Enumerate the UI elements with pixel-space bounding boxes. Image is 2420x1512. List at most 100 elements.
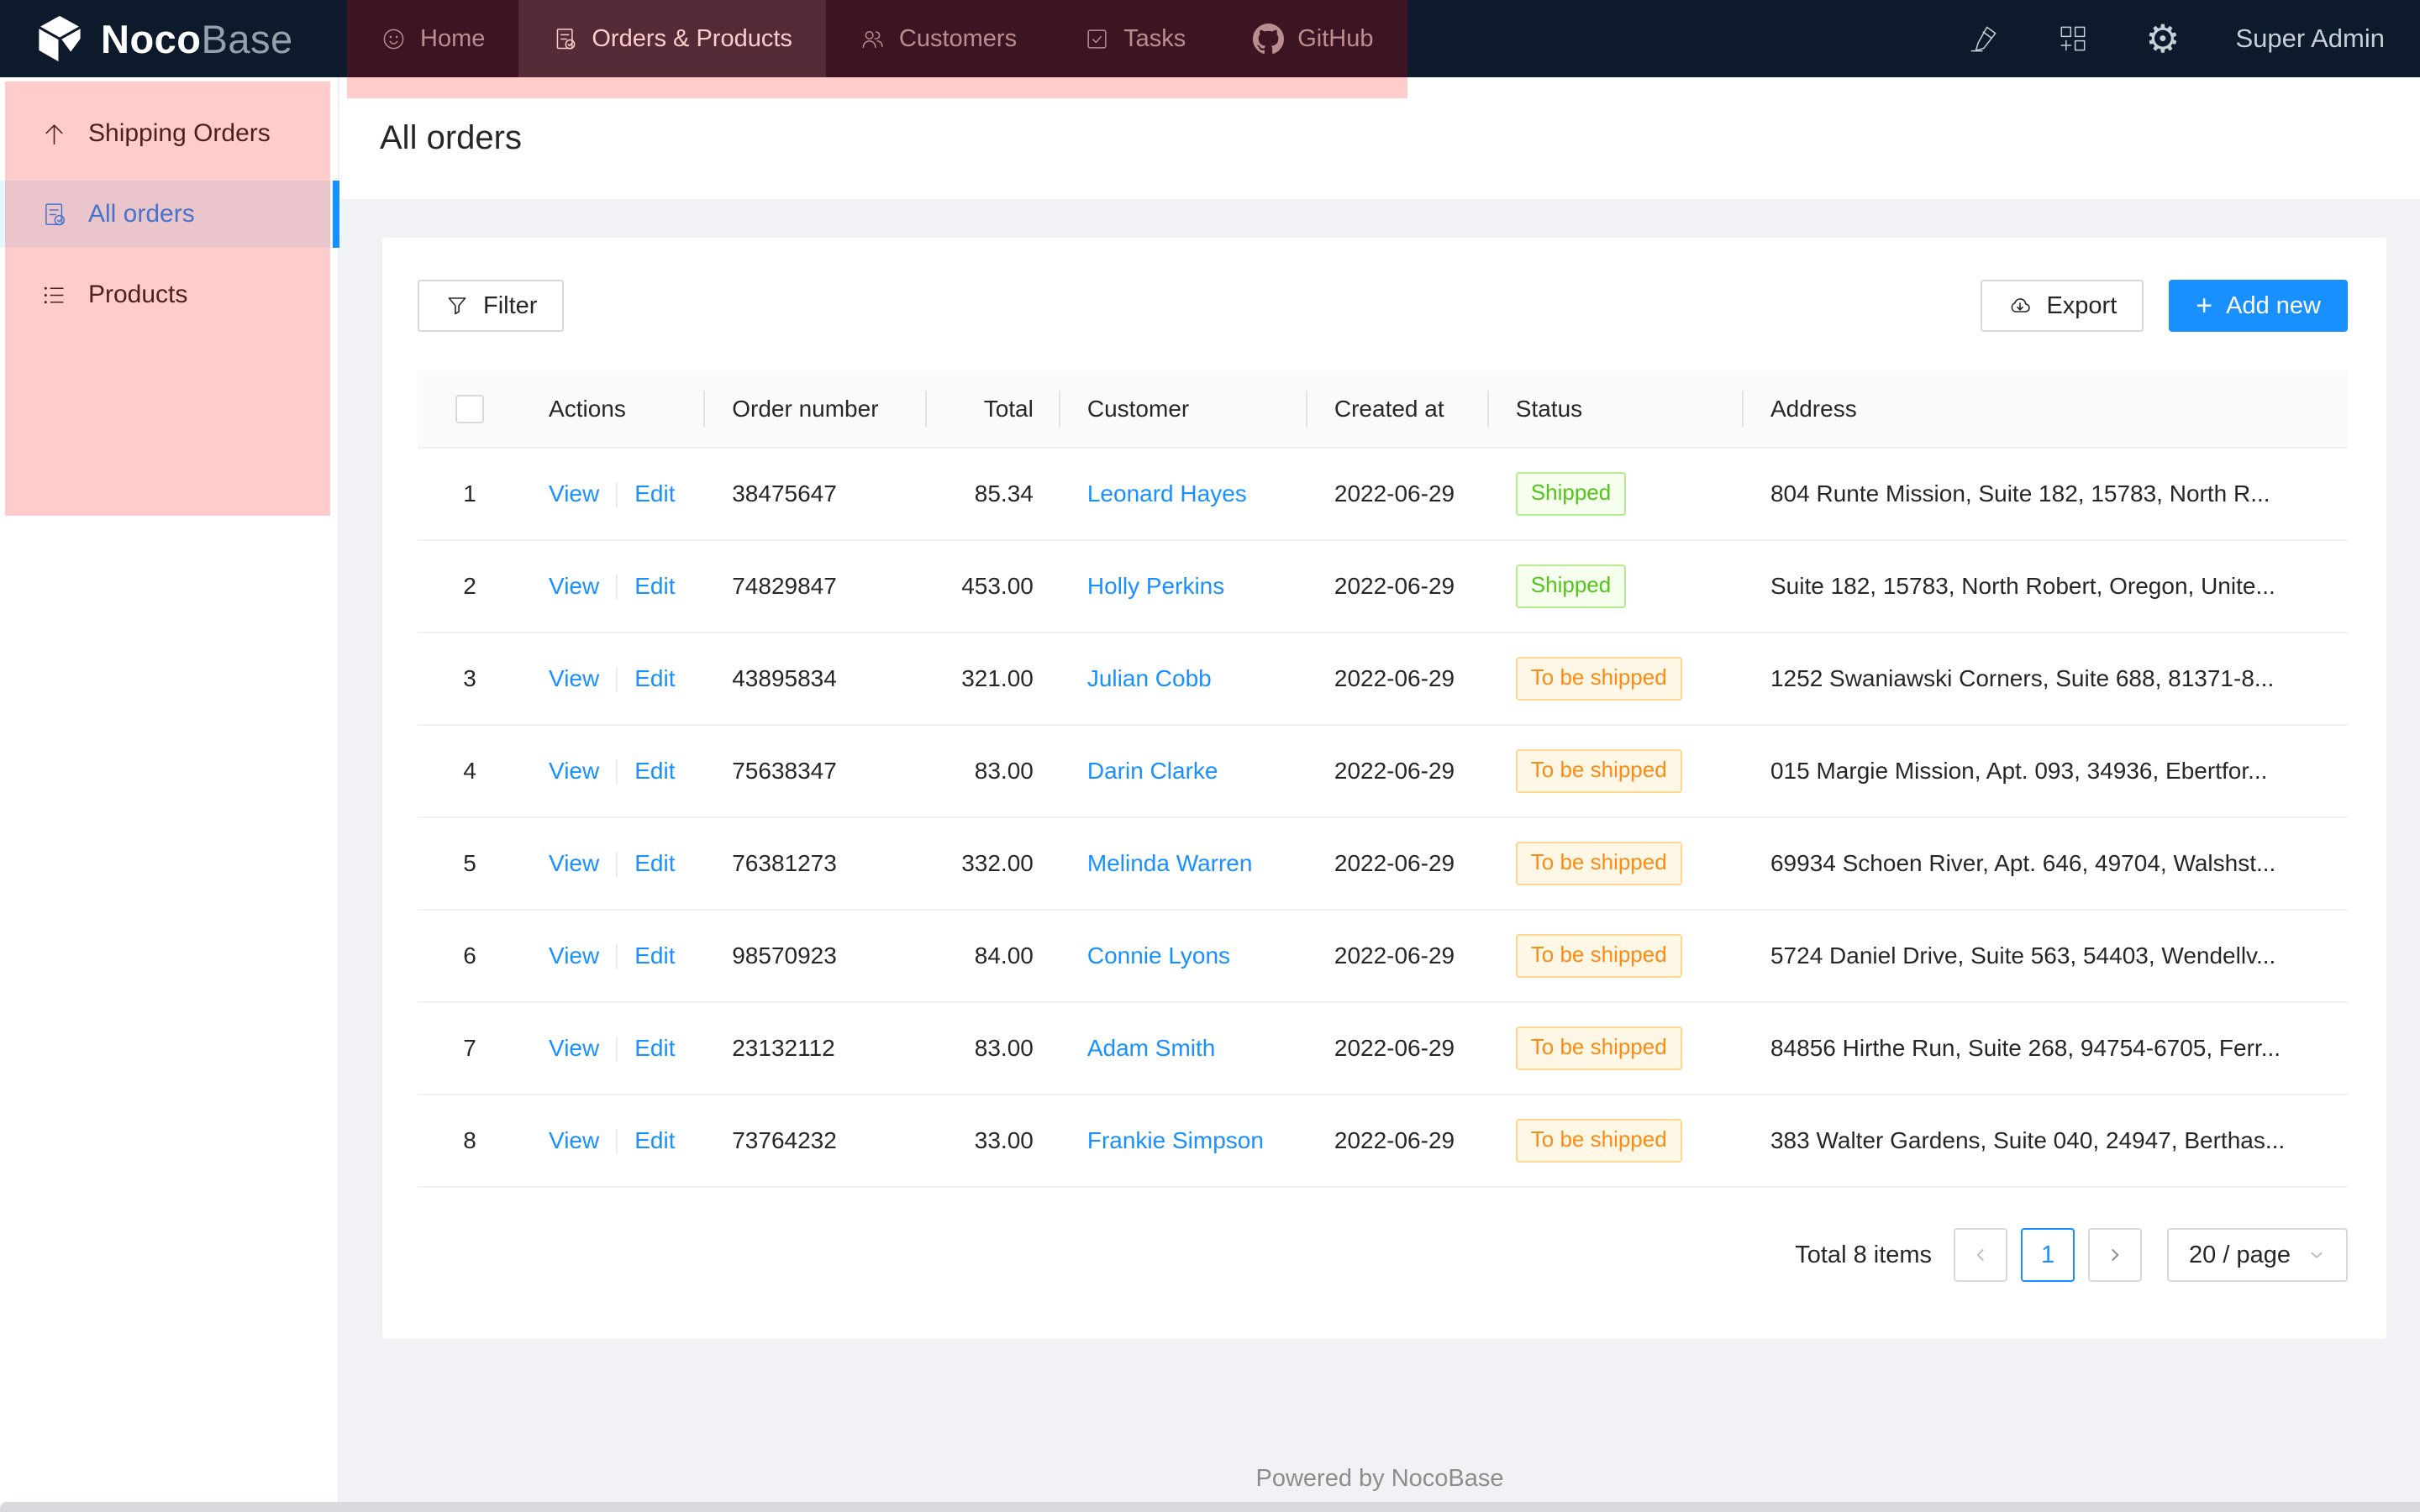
nav-item-github[interactable]: GitHub — [1219, 0, 1407, 77]
address-cell: 383 Walter Gardens, Suite 040, 24947, Be… — [1743, 1095, 2348, 1188]
order-number-cell: 75638347 — [705, 725, 928, 818]
select-all-checkbox[interactable] — [455, 394, 485, 423]
row-actions: View Edit — [522, 1095, 706, 1188]
view-link[interactable]: View — [549, 1034, 600, 1061]
status-cell: To be shipped — [1488, 633, 1744, 726]
appstore-add-icon[interactable] — [2056, 22, 2090, 55]
nocobase-logo-icon — [36, 13, 83, 66]
page-size-select[interactable]: 20 / page — [2167, 1228, 2348, 1282]
created-at-cell: 2022-06-29 — [1307, 817, 1489, 911]
created-at-cell: 2022-06-29 — [1307, 633, 1489, 726]
pagination-page-1[interactable]: 1 — [2021, 1228, 2075, 1282]
sidebar-item-label: All orders — [88, 200, 195, 228]
nav-item-customers[interactable]: Customers — [826, 0, 1050, 77]
customer-link[interactable]: Holly Perkins — [1086, 573, 1225, 599]
column-header-actions: Actions — [522, 370, 706, 449]
edit-link[interactable]: Edit — [634, 664, 676, 691]
view-link[interactable]: View — [549, 664, 600, 691]
customer-link[interactable]: Darin Clarke — [1086, 758, 1218, 784]
table-row: 7 View Edit 23132112 83.00 Adam Smith 202… — [418, 1002, 2348, 1095]
user-name[interactable]: Super Admin — [2235, 24, 2386, 53]
sidebar-item-label: Shipping Orders — [88, 119, 271, 147]
nav-item-home[interactable]: Home — [347, 0, 518, 77]
edit-link[interactable]: Edit — [634, 1034, 676, 1061]
add-new-button[interactable]: + Add new — [2169, 280, 2348, 332]
edit-link[interactable]: Edit — [634, 572, 676, 599]
total-cell: 321.00 — [927, 633, 1060, 726]
top-navbar: NocoBase Home Orders & Produ — [0, 0, 2420, 98]
table-row: 1 View Edit 38475647 85.34 Leonard Hayes … — [418, 448, 2348, 541]
address-cell: 1252 Swaniawski Corners, Suite 688, 8137… — [1743, 633, 2348, 726]
status-badge: To be shipped — [1515, 842, 1682, 885]
table-row: 2 View Edit 74829847 453.00 Holly Perkins… — [418, 540, 2348, 633]
order-number-cell: 74829847 — [705, 540, 928, 633]
customer-link[interactable]: Leonard Hayes — [1086, 480, 1247, 507]
pagination-next-button[interactable] — [2088, 1228, 2143, 1282]
row-actions: View Edit — [522, 817, 706, 911]
edit-link[interactable]: Edit — [634, 1126, 676, 1153]
row-index: 2 — [418, 540, 523, 633]
total-cell: 453.00 — [927, 540, 1060, 633]
status-badge: To be shipped — [1515, 1026, 1682, 1070]
filter-button[interactable]: Filter — [418, 280, 565, 332]
export-button[interactable]: Export — [1981, 280, 2144, 332]
customer-link[interactable]: Frankie Simpson — [1086, 1127, 1264, 1153]
row-actions: View Edit — [522, 1002, 706, 1095]
customer-link[interactable]: Connie Lyons — [1086, 942, 1231, 969]
edit-link[interactable]: Edit — [634, 849, 676, 876]
view-link[interactable]: View — [549, 480, 600, 507]
nav-menu: Home Orders & Products Customers — [347, 0, 1407, 98]
filter-icon — [445, 293, 470, 318]
customer-cell: Leonard Hayes — [1060, 448, 1307, 541]
status-cell: To be shipped — [1488, 910, 1744, 1003]
highlighter-icon[interactable] — [1967, 22, 2001, 55]
pagination-total: Total 8 items — [1795, 1241, 1933, 1268]
nav-item-tasks[interactable]: Tasks — [1050, 0, 1219, 77]
sidebar-item-shipping-orders[interactable]: Shipping Orders — [0, 100, 338, 167]
customer-link[interactable]: Adam Smith — [1086, 1035, 1216, 1061]
team-icon — [860, 26, 886, 52]
status-badge: To be shipped — [1515, 657, 1682, 701]
table-header-row: Actions Order number Total Customer Crea… — [418, 370, 2348, 449]
gear-icon[interactable]: ⚙ — [2145, 17, 2181, 60]
created-at-cell: 2022-06-29 — [1307, 540, 1489, 633]
table-row: 4 View Edit 75638347 83.00 Darin Clarke 2… — [418, 725, 2348, 818]
status-badge: To be shipped — [1515, 934, 1682, 978]
bottom-scrollbar-track[interactable] — [0, 1502, 2420, 1512]
status-cell: To be shipped — [1488, 817, 1744, 911]
nav-item-label: Customers — [898, 24, 1018, 52]
nocobase-logo[interactable]: NocoBase — [0, 0, 347, 77]
chevron-down-icon — [2307, 1246, 2326, 1264]
edit-link[interactable]: Edit — [634, 757, 676, 784]
link-divider — [616, 852, 618, 878]
customer-cell: Darin Clarke — [1060, 725, 1307, 818]
logo-text: NocoBase — [101, 16, 293, 61]
view-link[interactable]: View — [549, 942, 600, 969]
file-done-icon — [40, 201, 68, 228]
main-area: All orders Filter Export — [339, 77, 2420, 1512]
table-row: 3 View Edit 43895834 321.00 Julian Cobb 2… — [418, 633, 2348, 726]
order-number-cell: 23132112 — [705, 1002, 928, 1095]
total-cell: 85.34 — [927, 448, 1060, 541]
pagination-prev-button[interactable] — [1954, 1228, 2008, 1282]
status-cell: To be shipped — [1488, 1095, 1744, 1188]
edit-link[interactable]: Edit — [634, 480, 676, 507]
edit-link[interactable]: Edit — [634, 942, 676, 969]
sidebar-item-all-orders[interactable]: All orders — [0, 181, 339, 248]
column-header-order-number: Order number — [705, 370, 928, 449]
view-link[interactable]: View — [549, 1126, 600, 1153]
sidebar-item-products[interactable]: Products — [0, 261, 338, 328]
customer-link[interactable]: Julian Cobb — [1086, 665, 1212, 691]
view-link[interactable]: View — [549, 849, 600, 876]
row-index: 4 — [418, 725, 523, 818]
customer-link[interactable]: Melinda Warren — [1086, 850, 1253, 876]
orders-table: Actions Order number Total Customer Crea… — [418, 370, 2348, 1188]
check-square-icon — [1084, 26, 1110, 52]
table-row: 6 View Edit 98570923 84.00 Connie Lyons 2… — [418, 910, 2348, 1003]
view-link[interactable]: View — [549, 757, 600, 784]
address-cell: 804 Runte Mission, Suite 182, 15783, Nor… — [1743, 448, 2348, 541]
view-link[interactable]: View — [549, 572, 600, 599]
address-cell: 69934 Schoen River, Apt. 646, 49704, Wal… — [1743, 817, 2348, 911]
nav-item-orders-products[interactable]: Orders & Products — [518, 0, 826, 77]
nav-item-label: Home — [420, 24, 486, 52]
